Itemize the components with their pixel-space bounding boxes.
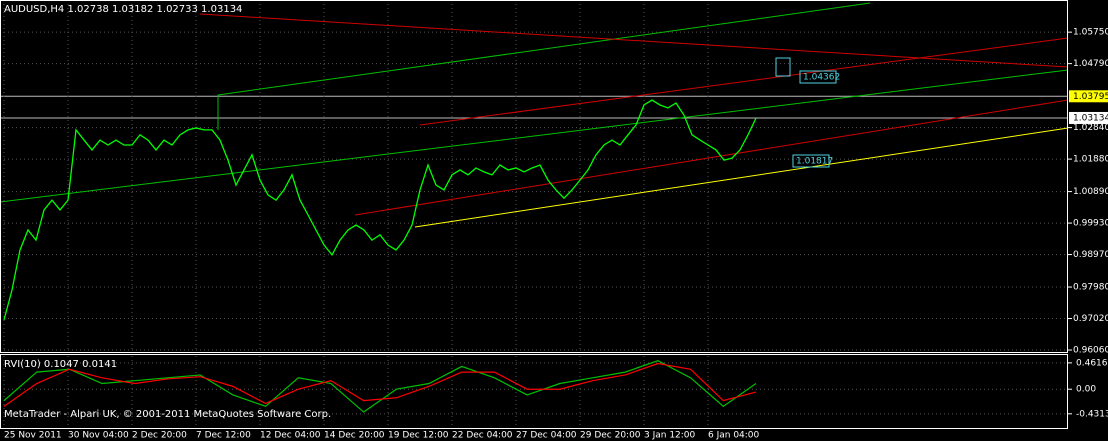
price-line-series [3, 99, 757, 321]
x-tick-label: 6 Jan 04:00 [708, 431, 760, 441]
footer: MetaTrader - Alpari UK, © 2001-2011 Meta… [4, 409, 331, 420]
main-frame [0, 0, 1068, 353]
grid [0, 0, 1068, 428]
price-tag [1069, 111, 1108, 124]
y-tick-label: 0.00 [1076, 385, 1096, 395]
y-tick-label: 1.02840 [1073, 123, 1108, 133]
indicator-frame [0, 354, 1068, 429]
y-tick-label: 0.4616 [1076, 358, 1108, 368]
trend-line [0, 69, 1069, 203]
arrow-box [775, 57, 791, 77]
y-tick-label: -0.4313 [1076, 409, 1108, 419]
trend-lines [0, 2, 1069, 228]
x-tick-label: 27 Dec 04:00 [516, 431, 577, 441]
price-tag-label: 1.03134 [1073, 113, 1108, 123]
y-tick-label: 1.01880 [1073, 155, 1108, 165]
indicator-line [3, 362, 757, 407]
y-tick-label: 0.98970 [1073, 250, 1108, 260]
indicator-line [3, 360, 757, 413]
y-tick-label: 0.97020 [1073, 314, 1108, 324]
y-tick-label: 0.96060 [1073, 346, 1108, 356]
x-tick-label: 19 Dec 12:00 [388, 431, 449, 441]
indicator-title: RVI(10) 0.1047 0.0141 [4, 359, 117, 370]
x-tick-label: 22 Dec 04:00 [452, 431, 513, 441]
x-tick-label: 29 Dec 20:00 [580, 431, 641, 441]
plot [3, 99, 757, 413]
x-tick-label: 3 Jan 12:00 [644, 431, 696, 441]
y-tick-label: 0.99930 [1073, 219, 1108, 229]
y-tick-label: 1.00890 [1073, 187, 1108, 197]
annotation: 1.01817 [796, 157, 833, 167]
x-tick-label: 7 Dec 12:00 [196, 431, 251, 441]
x-tick-label: 2 Dec 20:00 [132, 431, 187, 441]
x-tick-label: 12 Dec 04:00 [260, 431, 321, 441]
x-tick-label: 25 Nov 2011 [4, 431, 62, 441]
y-tick-label: 1.04790 [1073, 59, 1108, 69]
y-tick-label: 0.97980 [1073, 283, 1108, 293]
trend-line [199, 13, 1069, 68]
chart-title: AUDUSD,H4 1.02738 1.03182 1.02733 1.0313… [4, 4, 242, 15]
annotation-box [792, 154, 830, 168]
trend-line [419, 37, 1069, 126]
annotation-box [799, 70, 837, 84]
y-tick-label: 1.05750 [1073, 28, 1108, 38]
price-tag [1069, 90, 1108, 103]
x-tick-label: 30 Nov 04:00 [68, 431, 129, 441]
annotation: 1.04362 [803, 73, 840, 83]
x-tick-label: 14 Dec 20:00 [324, 431, 385, 441]
trend-line [414, 127, 1069, 228]
price-tag-label: 1.03795 [1073, 92, 1108, 102]
trend-line [354, 99, 1069, 216]
trend-line [217, 2, 871, 96]
